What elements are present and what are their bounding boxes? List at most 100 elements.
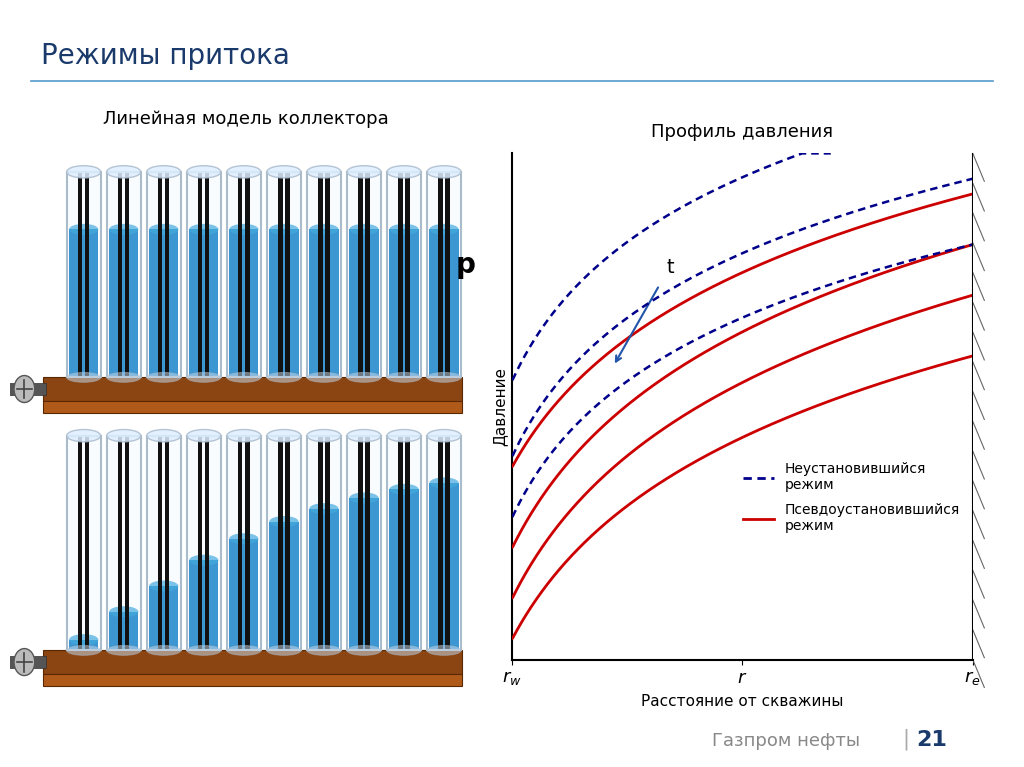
Bar xyxy=(307,172,341,377)
Bar xyxy=(286,436,290,650)
Bar xyxy=(347,172,381,377)
Ellipse shape xyxy=(349,492,379,503)
Ellipse shape xyxy=(347,646,381,655)
Bar xyxy=(229,538,258,649)
Bar xyxy=(67,436,100,650)
Bar xyxy=(358,436,362,650)
Ellipse shape xyxy=(70,634,98,645)
Bar xyxy=(43,400,463,413)
Ellipse shape xyxy=(269,516,299,527)
Bar xyxy=(70,229,98,376)
Bar xyxy=(349,229,379,376)
Ellipse shape xyxy=(307,166,341,178)
Ellipse shape xyxy=(427,430,461,442)
Legend: Неустановившийся
режим, Псевдоустановившийся
режим: Неустановившийся режим, Псевдоустановивш… xyxy=(738,456,966,539)
Bar xyxy=(279,172,283,377)
Ellipse shape xyxy=(347,430,381,442)
Bar xyxy=(267,172,301,377)
Bar xyxy=(187,436,221,650)
Circle shape xyxy=(14,649,35,676)
Ellipse shape xyxy=(150,224,178,235)
Bar xyxy=(309,229,339,376)
Text: 21: 21 xyxy=(916,730,947,750)
Bar xyxy=(106,436,140,650)
Bar xyxy=(146,436,181,650)
Bar xyxy=(307,436,341,650)
Bar xyxy=(229,229,258,376)
Bar xyxy=(406,172,410,377)
Bar xyxy=(227,172,261,377)
Ellipse shape xyxy=(106,166,140,178)
Bar xyxy=(189,560,218,649)
Bar xyxy=(398,172,402,377)
Bar xyxy=(349,498,379,649)
Text: |: | xyxy=(903,729,909,750)
Bar xyxy=(67,172,100,377)
Ellipse shape xyxy=(387,166,421,178)
Ellipse shape xyxy=(186,646,221,655)
Bar xyxy=(239,436,243,650)
Ellipse shape xyxy=(186,166,221,178)
Ellipse shape xyxy=(150,581,178,591)
Ellipse shape xyxy=(189,224,218,235)
Bar xyxy=(67,172,100,377)
Ellipse shape xyxy=(67,166,100,178)
Bar xyxy=(389,489,419,649)
Ellipse shape xyxy=(106,373,140,382)
Ellipse shape xyxy=(387,430,421,442)
Bar xyxy=(43,673,463,686)
Bar xyxy=(85,436,89,650)
Bar xyxy=(267,436,301,650)
Ellipse shape xyxy=(347,373,381,382)
Bar xyxy=(106,172,140,377)
Bar xyxy=(70,640,98,649)
Ellipse shape xyxy=(110,606,138,617)
Bar xyxy=(366,436,370,650)
Bar xyxy=(445,172,450,377)
Bar xyxy=(158,436,163,650)
Ellipse shape xyxy=(429,477,459,489)
Y-axis label: Давление: Давление xyxy=(493,367,508,446)
Text: p: p xyxy=(456,251,476,278)
Bar xyxy=(427,172,461,377)
Ellipse shape xyxy=(67,373,100,382)
Ellipse shape xyxy=(269,224,299,235)
Bar xyxy=(269,522,299,649)
Bar xyxy=(150,229,178,376)
Bar xyxy=(106,436,140,650)
Bar xyxy=(43,650,463,673)
Ellipse shape xyxy=(429,224,459,235)
Bar xyxy=(146,172,181,377)
Ellipse shape xyxy=(387,646,421,655)
Ellipse shape xyxy=(307,373,341,382)
Ellipse shape xyxy=(106,646,140,655)
Bar xyxy=(387,172,421,377)
Ellipse shape xyxy=(347,166,381,178)
Bar xyxy=(387,436,421,650)
Ellipse shape xyxy=(267,166,301,178)
Ellipse shape xyxy=(227,166,261,178)
Bar xyxy=(110,229,138,376)
Bar xyxy=(106,172,140,377)
Bar xyxy=(279,436,283,650)
Bar xyxy=(118,436,122,650)
Bar xyxy=(269,229,299,376)
Ellipse shape xyxy=(227,373,261,382)
Bar xyxy=(429,229,459,376)
Bar xyxy=(78,172,82,377)
Bar xyxy=(326,436,330,650)
Bar xyxy=(427,436,461,650)
Bar xyxy=(1,656,46,668)
Ellipse shape xyxy=(389,224,419,235)
Bar xyxy=(347,436,381,650)
Bar xyxy=(67,436,100,650)
Bar xyxy=(239,172,243,377)
Ellipse shape xyxy=(189,555,218,566)
Bar xyxy=(110,612,138,649)
Bar xyxy=(286,172,290,377)
Bar xyxy=(78,436,82,650)
Bar xyxy=(347,172,381,377)
Bar xyxy=(438,172,442,377)
Ellipse shape xyxy=(146,430,181,442)
Title: Профиль давления: Профиль давления xyxy=(651,123,834,140)
